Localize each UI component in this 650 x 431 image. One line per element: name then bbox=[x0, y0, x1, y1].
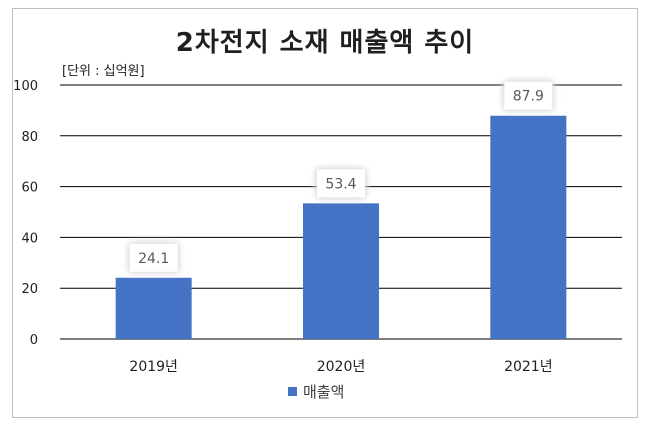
data-label: 24.1 bbox=[138, 251, 169, 267]
bar bbox=[115, 277, 192, 339]
bar bbox=[303, 203, 379, 339]
bar bbox=[490, 115, 567, 339]
legend-swatch bbox=[288, 387, 297, 396]
data-label-box bbox=[504, 81, 553, 110]
y-tick-label: 100 bbox=[13, 79, 38, 94]
data-label-box bbox=[129, 243, 178, 272]
x-tick-label: 2020년 bbox=[317, 359, 366, 375]
legend-label: 매출액 bbox=[303, 383, 345, 401]
data-label: 53.4 bbox=[325, 176, 356, 192]
chart-title: 2차전지 소재 매출액 추이 bbox=[175, 28, 475, 58]
y-tick-label: 60 bbox=[21, 181, 38, 196]
legend: 매출액 bbox=[288, 381, 344, 402]
x-tick-label: 2021년 bbox=[504, 359, 553, 375]
y-tick-label: 0 bbox=[30, 333, 38, 348]
x-tick-label: 2019년 bbox=[129, 359, 178, 375]
y-tick-label: 40 bbox=[21, 231, 38, 246]
y-tick-label: 80 bbox=[21, 130, 38, 145]
data-label-box bbox=[317, 169, 365, 198]
unit-label: [단위 : 십억원] bbox=[62, 64, 145, 79]
y-tick-label: 20 bbox=[21, 282, 38, 297]
data-label: 87.9 bbox=[513, 89, 544, 105]
